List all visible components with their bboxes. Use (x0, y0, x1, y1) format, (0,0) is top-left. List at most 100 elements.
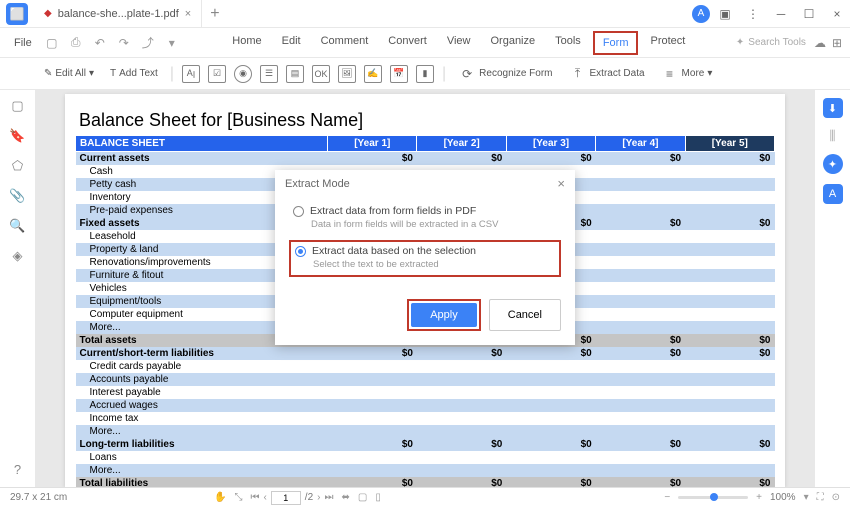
ai-icon[interactable]: ✦ (823, 154, 843, 174)
user-avatar[interactable]: A (692, 5, 710, 23)
dialog-close-icon[interactable]: × (557, 176, 565, 191)
page-dimensions: 29.7 x 21 cm (10, 492, 67, 503)
bookmarks-icon[interactable]: 🔖 (10, 128, 26, 144)
option-form-fields[interactable]: Extract data from form fields in PDF (293, 205, 557, 217)
combobox-icon[interactable]: ☰ (260, 65, 278, 83)
export-icon[interactable]: ⤴ (138, 33, 158, 53)
document-tab[interactable]: ◆ balance-she...plate-1.pdf × (34, 0, 202, 28)
table-row: Accounts payable (76, 373, 775, 386)
extract-data-button[interactable]: ⤒Extract Data (565, 63, 649, 85)
new-tab-button[interactable]: + (202, 5, 227, 23)
close-tab-icon[interactable]: × (185, 8, 191, 20)
listbox-icon[interactable]: ▤ (286, 65, 304, 83)
menu-edit[interactable]: Edit (274, 31, 309, 55)
menubar: File ▢ ⎙ ↶ ↷ ⤴ ▾ HomeEditCommentConvertV… (0, 28, 850, 58)
radio-unchecked-icon[interactable] (293, 206, 304, 217)
thumbnails-icon[interactable]: ▢ (10, 98, 26, 114)
menu-form[interactable]: Form (593, 31, 639, 55)
maximize-button[interactable]: ☐ (796, 2, 822, 26)
zoom-level: 100% (770, 492, 796, 503)
hand-tool-icon[interactable]: ✋ (214, 492, 226, 503)
pencil-icon: ✎ (44, 68, 52, 79)
print-icon[interactable]: ⎙ (66, 33, 86, 53)
page-total: /2 (305, 492, 313, 503)
extract-icon: ⤒ (569, 65, 587, 83)
table-row: Long-term liabilities$0$0$0$0$0 (76, 438, 775, 451)
help-icon[interactable]: ? (10, 461, 26, 477)
right-rail: ⬇ ⫼ ✦ A (814, 90, 850, 487)
zoom-out-icon[interactable]: − (664, 492, 670, 503)
radio-icon[interactable]: ◉ (234, 65, 252, 83)
minimize-button[interactable]: ─ (768, 2, 794, 26)
search-tools[interactable]: ✦ Search Tools (736, 37, 806, 48)
cancel-button[interactable]: Cancel (489, 299, 561, 331)
text-icon: T (110, 68, 116, 79)
zoom-in-icon[interactable]: + (756, 492, 762, 503)
menu-protect[interactable]: Protect (642, 31, 693, 55)
search-tools-label: Search Tools (748, 37, 806, 48)
layers-icon[interactable]: ◈ (10, 248, 26, 264)
translate-icon[interactable]: A (823, 184, 843, 204)
sliders-icon[interactable]: ⫼ (825, 128, 841, 144)
menu-tools[interactable]: Tools (547, 31, 589, 55)
fit-page-icon[interactable]: ⛶ (817, 492, 824, 503)
prev-page-icon[interactable]: ‹ (263, 492, 266, 503)
right-badge-icon[interactable]: ⬇ (823, 98, 843, 118)
image-field-icon[interactable]: 🖼 (338, 65, 356, 83)
date-icon[interactable]: 📅 (390, 65, 408, 83)
first-page-icon[interactable]: ⏮ (250, 492, 259, 503)
fit-width-icon[interactable]: ⬌ (341, 492, 349, 503)
menu-home[interactable]: Home (224, 31, 269, 55)
menu-view[interactable]: View (439, 31, 479, 55)
menu-organize[interactable]: Organize (482, 31, 543, 55)
option-form-fields-desc: Data in form fields will be extracted in… (311, 219, 557, 230)
textfield-icon[interactable]: Aꞁ (182, 65, 200, 83)
dropdown-icon[interactable]: ▾ (162, 33, 182, 53)
grid-icon[interactable]: ⊞ (832, 36, 842, 50)
panel-icon[interactable]: ▣ (712, 2, 738, 26)
recognize-icon: ⟳ (458, 65, 476, 83)
barcode-icon[interactable]: ▮ (416, 65, 434, 83)
open-icon[interactable]: ▢ (42, 33, 62, 53)
option-selection[interactable]: Extract data based on the selection (295, 245, 555, 257)
table-row: Total liabilities$0$0$0$0$0 (76, 477, 775, 487)
button-field-icon[interactable]: OK (312, 65, 330, 83)
table-row: Income tax (76, 412, 775, 425)
continuous-icon[interactable]: ▯ (375, 492, 381, 503)
more-button[interactable]: ≡More▾ (657, 63, 717, 85)
table-row: More... (76, 464, 775, 477)
menu-convert[interactable]: Convert (380, 31, 435, 55)
app-icon: ⬜ (6, 3, 28, 25)
signature-icon[interactable]: ✍ (364, 65, 382, 83)
recognize-form-button[interactable]: ⟳Recognize Form (454, 63, 556, 85)
edit-all-button[interactable]: ✎Edit All▾ (40, 66, 98, 81)
kebab-icon[interactable]: ⋮ (740, 2, 766, 26)
search-icon[interactable]: 🔍 (10, 218, 26, 234)
last-page-icon[interactable]: ⏭ (324, 492, 333, 503)
undo-icon[interactable]: ↶ (90, 33, 110, 53)
add-text-button[interactable]: TAdd Text (106, 66, 162, 81)
zoom-slider[interactable] (678, 496, 748, 499)
shield-icon[interactable]: ⬠ (10, 158, 26, 174)
read-mode-icon[interactable]: ⊙ (832, 492, 840, 503)
statusbar: 29.7 x 21 cm ✋ ⤡ ⏮ ‹ /2 › ⏭ ⬌ ▢ ▯ − + 10… (0, 487, 850, 507)
next-page-icon[interactable]: › (317, 492, 320, 503)
attachment-icon[interactable]: 📎 (10, 188, 26, 204)
file-menu[interactable]: File (8, 37, 38, 49)
table-row: Loans (76, 451, 775, 464)
single-page-icon[interactable]: ▢ (358, 492, 367, 503)
table-row: Current assets$0$0$0$0$0 (76, 152, 775, 166)
page-number-input[interactable] (271, 491, 301, 505)
radio-checked-icon[interactable] (295, 246, 306, 257)
pdf-icon: ◆ (44, 8, 52, 19)
cloud-icon[interactable]: ☁ (814, 36, 826, 50)
close-window-button[interactable]: × (824, 2, 850, 26)
left-rail: ▢ 🔖 ⬠ 📎 🔍 ◈ ? (0, 90, 36, 487)
checkbox-icon[interactable]: ☑ (208, 65, 226, 83)
option-selection-desc: Select the text to be extracted (313, 259, 555, 270)
menu-comment[interactable]: Comment (313, 31, 377, 55)
more-icon: ≡ (661, 65, 679, 83)
select-tool-icon[interactable]: ⤡ (234, 492, 242, 503)
redo-icon[interactable]: ↷ (114, 33, 134, 53)
apply-button[interactable]: Apply (411, 303, 477, 327)
